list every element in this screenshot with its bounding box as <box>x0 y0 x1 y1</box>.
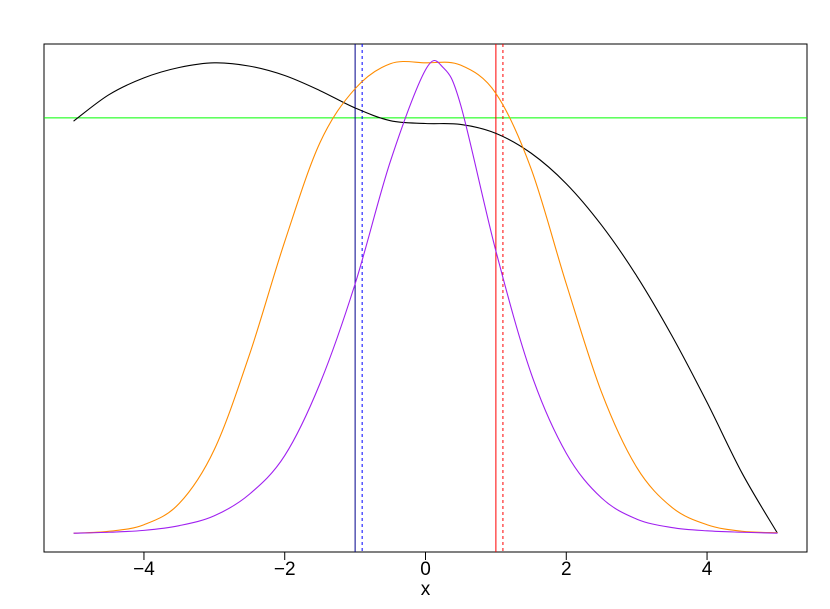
x-axis-title: x <box>421 579 431 600</box>
x-tick-label: 0 <box>420 559 431 580</box>
x-tick-label: 4 <box>702 559 713 580</box>
x-axis-ticks <box>143 552 708 560</box>
series-line-1 <box>73 60 778 534</box>
x-tick-label: −4 <box>133 559 155 580</box>
x-tick-label: 2 <box>561 559 572 580</box>
series-lines <box>73 60 778 534</box>
reference-lines <box>44 44 807 552</box>
series-line-0 <box>73 62 778 534</box>
x-axis-tick-labels: −4 −2 0 2 4 <box>133 559 713 580</box>
plot-frame <box>43 43 808 553</box>
series-line-2 <box>73 60 778 534</box>
x-tick-label: −2 <box>274 559 296 580</box>
